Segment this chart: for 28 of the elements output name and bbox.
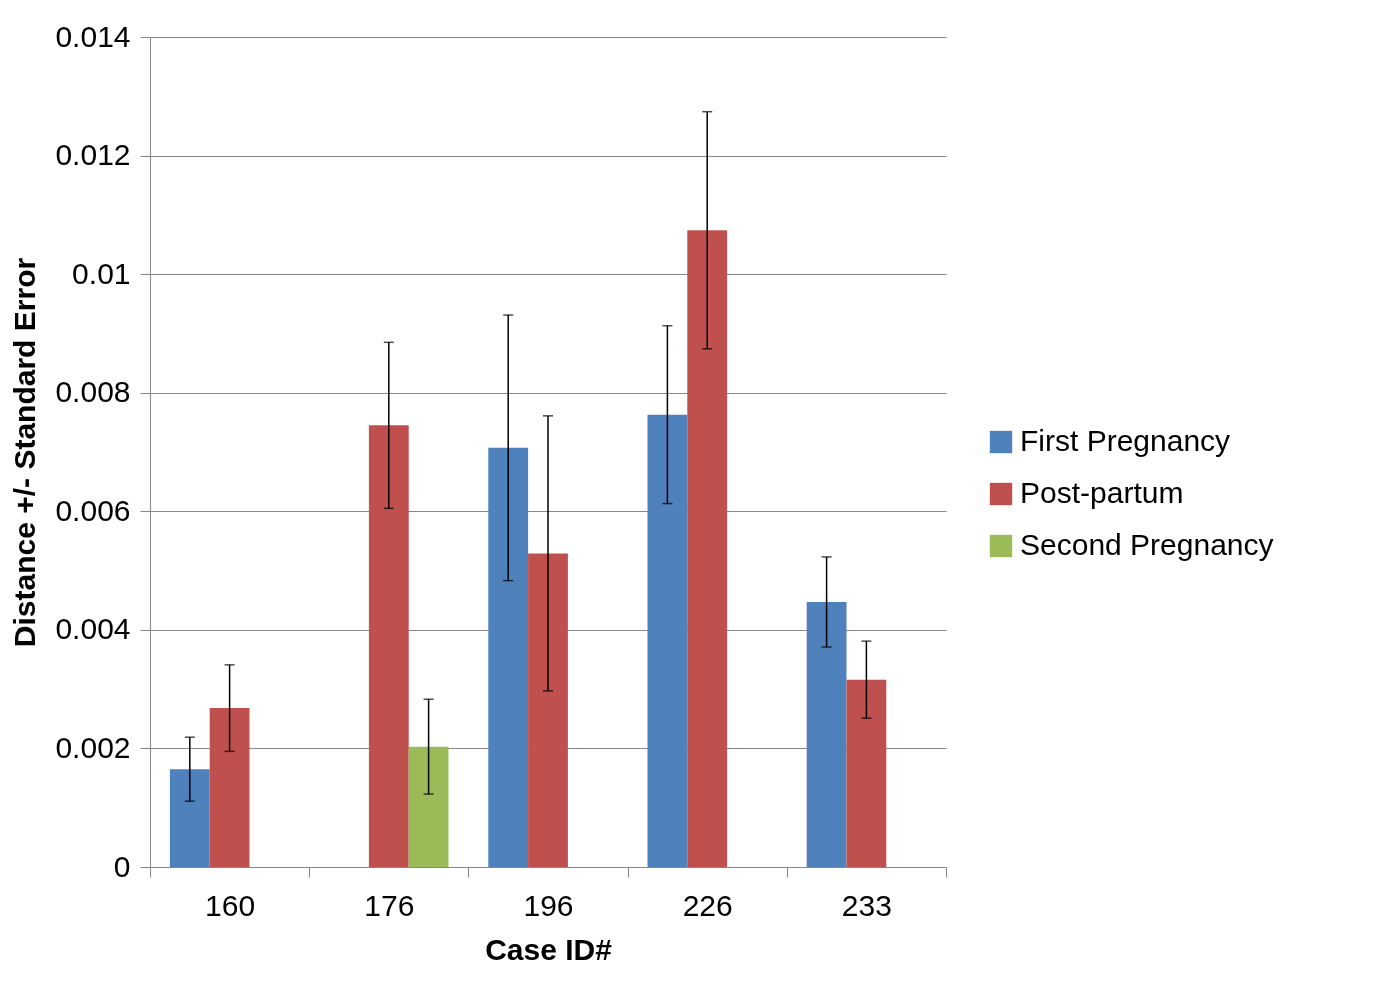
y-tick-label: 0 [113, 849, 131, 883]
legend-label: First Pregnancy [1020, 424, 1231, 457]
y-tick-label: 0.012 [55, 138, 131, 172]
y-tick-label: 0.002 [55, 730, 131, 764]
bar [169, 769, 210, 867]
bar [209, 708, 250, 867]
x-tick-label: 160 [205, 888, 256, 922]
y-tick-label: 0.014 [55, 19, 131, 53]
legend-label: Post-partum [1020, 476, 1184, 509]
bar [846, 679, 887, 867]
x-tick-label: 176 [364, 888, 415, 922]
x-tick-label: 226 [682, 888, 733, 922]
legend-label: Second Pregnancy [1020, 528, 1274, 561]
y-axis-title: Distance +/- Standard Error [8, 257, 42, 648]
bar [488, 447, 529, 867]
x-axis-title: Case ID# [485, 932, 613, 966]
y-tick-label: 0.006 [55, 493, 131, 527]
y-tick-label: 0.008 [55, 375, 131, 409]
bar [806, 601, 847, 867]
bar [408, 746, 449, 867]
bar [528, 553, 568, 867]
y-tick-label: 0.01 [72, 256, 131, 290]
x-tick-label: 233 [841, 888, 892, 922]
bar [368, 425, 409, 867]
bar [687, 230, 728, 867]
bar [647, 414, 688, 867]
y-tick-label: 0.004 [55, 612, 131, 646]
x-tick-label: 196 [523, 888, 574, 922]
